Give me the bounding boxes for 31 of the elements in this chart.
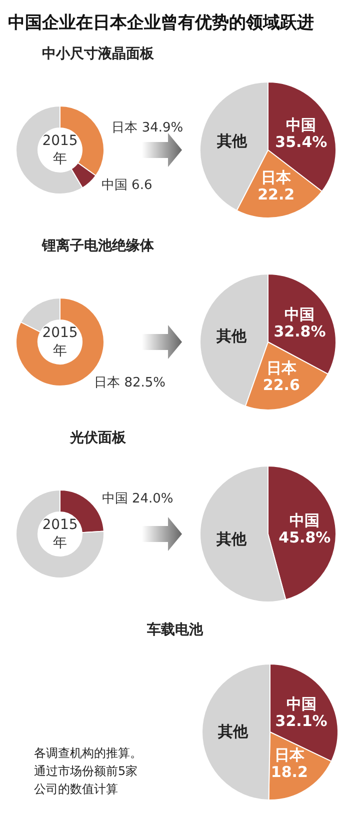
text: 中国企业在日本企业曾有优势的领域跃进	[8, 12, 315, 35]
data-label: 32.1%	[275, 712, 328, 730]
chart-title: 光伏面板	[69, 430, 127, 446]
slice-label: 中国 24.0%	[102, 492, 174, 507]
slice-label: 中国	[286, 116, 316, 134]
slice-label: 其他	[215, 530, 248, 548]
data-label: 35.4%	[275, 133, 328, 152]
text: 2015 年	[42, 133, 78, 167]
legend-label: 其他	[216, 132, 248, 150]
slice-label: 中国	[286, 694, 316, 713]
chart-title: 中小尺寸液晶面板	[42, 45, 155, 62]
data-label: 22.2	[258, 186, 295, 204]
text: 2015 年	[42, 517, 78, 551]
slice-label: 其他	[216, 326, 248, 345]
slice-label: 日本	[266, 358, 298, 377]
data-label: 45.8%	[278, 528, 331, 547]
slice-label: 中国	[284, 305, 315, 324]
slice-label: 日本 34.9%	[112, 120, 184, 136]
slice-label: 中国 6.6	[101, 178, 152, 193]
data-label: 18.2	[270, 762, 308, 781]
text: 各调查机构的推算。通过市场份额前5家公司的数值计算	[34, 746, 142, 796]
chart-title: 锂离子电池绝缘体	[41, 237, 155, 254]
data-label: 32.8%	[274, 322, 326, 340]
chart-title: 车载电池	[146, 621, 204, 638]
slice-label: 日本	[261, 168, 292, 187]
data-label: 22.6	[262, 376, 300, 394]
slice-label: 其他	[217, 722, 249, 741]
slice-label: 中国	[290, 512, 320, 530]
slice-label: 日本	[274, 746, 306, 764]
slice-label: 日本 82.5%	[94, 375, 166, 390]
text: 2015 年	[42, 325, 78, 359]
